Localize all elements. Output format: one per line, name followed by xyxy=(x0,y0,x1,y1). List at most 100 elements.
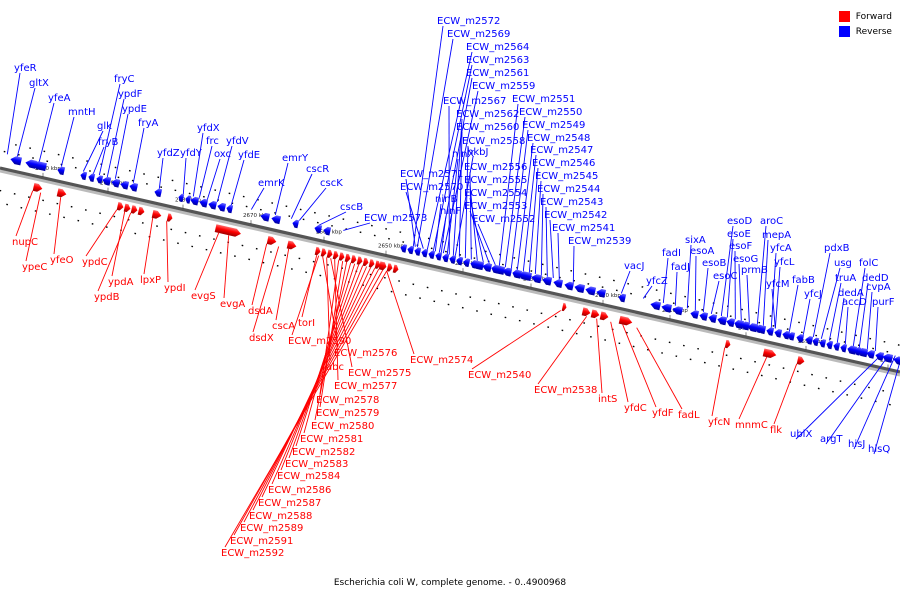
reverse-gene-label: ECW_m2556 xyxy=(464,162,527,173)
forward-gene xyxy=(123,203,131,213)
reverse-gene xyxy=(857,348,867,357)
forward-gene-label: ECW_m2538 xyxy=(534,385,597,396)
reverse-gene-label: ECW_m2569 xyxy=(447,29,510,40)
gene-arrow xyxy=(25,159,38,169)
label-leader xyxy=(230,159,245,206)
reverse-gene-label: ECW_m2539 xyxy=(568,236,631,247)
reverse-gene-label: fryA xyxy=(138,118,159,129)
gene-arrow xyxy=(226,204,234,214)
gene-arrow xyxy=(56,188,67,198)
forward-gene-label: ECW_m2574 xyxy=(410,355,473,366)
label-leader xyxy=(319,211,347,226)
reverse-gene-label: ECW_m2551 xyxy=(512,94,575,105)
reverse-gene-label: prmB xyxy=(741,265,768,276)
label-leader xyxy=(866,291,873,350)
gene-arrow xyxy=(368,259,375,268)
forward-gene-label: ECW_m2590 xyxy=(288,336,351,347)
reverse-gene-label: yfdV xyxy=(226,136,249,147)
reverse-gene-label: ECW_m2547 xyxy=(530,145,593,156)
reverse-gene xyxy=(208,200,218,210)
reverse-gene xyxy=(10,156,23,166)
gene-arrow xyxy=(893,356,900,366)
label-leader xyxy=(642,285,653,299)
gene-arrow xyxy=(129,183,139,192)
gene-arrow xyxy=(762,348,777,359)
reverse-gene-label: yfdY xyxy=(180,148,203,159)
forward-gene-label: yfcN xyxy=(708,417,730,428)
reverse-gene-label: mntH xyxy=(68,107,96,118)
label-leader xyxy=(702,267,709,313)
reverse-gene xyxy=(178,193,185,203)
reverse-gene xyxy=(727,318,735,327)
gene-arrow xyxy=(661,303,673,313)
gene-arrow xyxy=(137,206,145,216)
gene-arrow xyxy=(766,327,775,336)
label-leader xyxy=(386,270,415,355)
forward-gene-label: ECW_m2580 xyxy=(311,421,374,432)
reverse-gene-label: ECW_m2559 xyxy=(472,81,535,92)
reverse-gene-label: yfcJ xyxy=(804,289,822,300)
gene-arrow xyxy=(472,260,483,270)
label-leader xyxy=(97,212,132,292)
forward-gene-label: ECW_m2576 xyxy=(334,348,397,359)
forward-gene xyxy=(214,224,241,237)
gene-arrow xyxy=(734,319,742,329)
gene-arrow xyxy=(314,224,323,234)
label-leader xyxy=(746,274,750,323)
reverse-gene-label: glk xyxy=(97,121,112,132)
label-leader xyxy=(438,77,473,253)
reverse-gene xyxy=(720,316,728,326)
legend: Forward Reverse xyxy=(838,9,892,39)
label-leader xyxy=(92,146,105,174)
label-leader xyxy=(458,131,463,257)
forward-gene-label: yfeO xyxy=(50,255,74,266)
forward-swatch xyxy=(838,11,850,22)
gene-arrow xyxy=(199,198,209,208)
forward-gene xyxy=(362,257,369,267)
forward-gene xyxy=(378,261,385,270)
gene-arrow xyxy=(266,236,277,245)
forward-gene-label: evgA xyxy=(220,299,245,310)
label-leader xyxy=(770,252,777,328)
reverse-gene-label: ECW_m2561 xyxy=(466,68,529,79)
label-leader xyxy=(252,246,280,333)
forward-gene xyxy=(151,209,162,219)
label-leader xyxy=(194,232,220,291)
reverse-gene-label: ECW_m2549 xyxy=(522,120,585,131)
forward-gene xyxy=(32,182,43,192)
gene-arrow xyxy=(386,263,393,272)
label-leader xyxy=(426,51,473,250)
label-leader xyxy=(295,263,356,447)
forward-gene xyxy=(116,202,124,211)
label-leader xyxy=(844,306,849,345)
label-leader xyxy=(694,255,697,311)
reverse-gene xyxy=(734,319,742,329)
gene-arrow xyxy=(314,246,321,256)
forward-gene xyxy=(762,348,777,359)
reverse-gene-label: esoD xyxy=(727,216,752,227)
gene-arrow xyxy=(796,334,805,343)
gene-arrow xyxy=(166,213,173,222)
gene-arrow xyxy=(332,250,339,260)
label-leader xyxy=(38,102,55,162)
label-leader xyxy=(858,282,869,348)
label-leader xyxy=(720,225,734,317)
forward-gene-label: ECW_m2575 xyxy=(348,368,411,379)
label-leader xyxy=(15,190,34,237)
reverse-gene xyxy=(782,330,791,340)
forward-gene-label: evgS xyxy=(191,291,216,302)
label-leader xyxy=(275,248,290,321)
reverse-gene xyxy=(129,183,139,192)
reverse-gene xyxy=(120,180,130,190)
gene-arrow xyxy=(564,281,575,291)
label-leader xyxy=(710,280,720,314)
reverse-gene xyxy=(428,250,436,260)
label-leader xyxy=(60,116,75,167)
forward-gene xyxy=(368,259,375,268)
reverse-gene-label: yfcL xyxy=(774,257,795,268)
reverse-gene-label: cscK xyxy=(320,178,343,189)
reverse-gene-label: ECW_m2546 xyxy=(532,158,595,169)
reverse-swatch xyxy=(838,26,850,37)
gene-arrow xyxy=(590,309,600,319)
forward-gene xyxy=(356,256,363,265)
